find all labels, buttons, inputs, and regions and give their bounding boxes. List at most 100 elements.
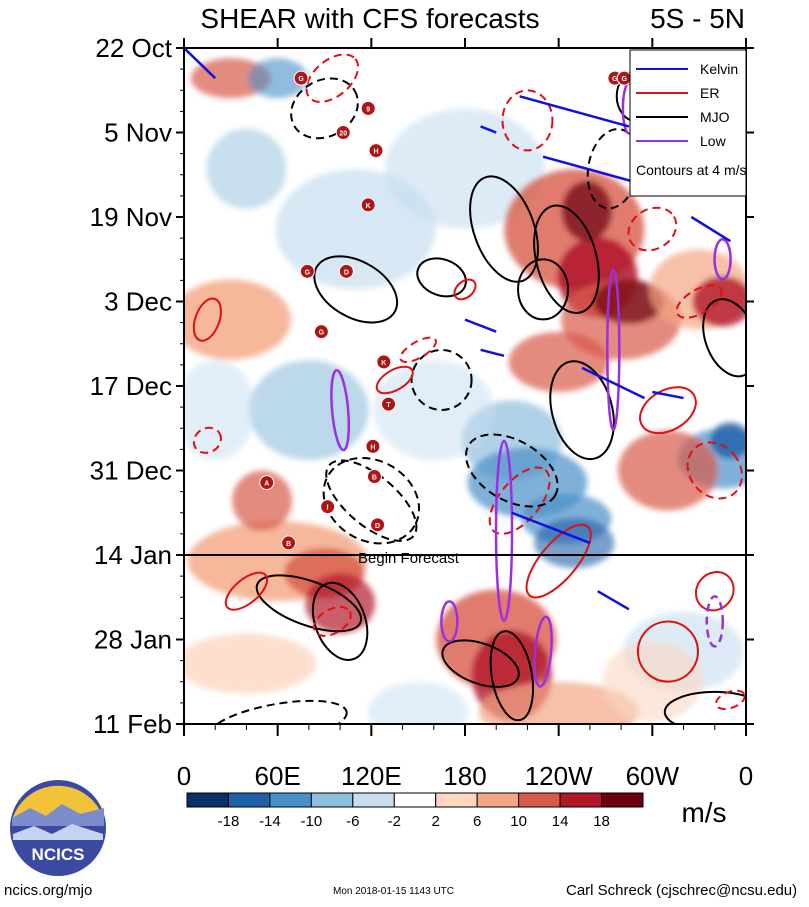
colorbar-tick-label: 10 [510, 813, 527, 830]
cyclone-symbol: K [360, 197, 376, 213]
contour-line [322, 456, 421, 545]
cyclone-label: D [375, 523, 380, 530]
contour-line [489, 630, 535, 722]
colorbar-bin [476, 792, 520, 808]
contour-line [255, 574, 363, 633]
anomaly-blob [478, 681, 639, 724]
contour-line [465, 433, 559, 508]
cyclone-marker [299, 263, 315, 279]
cyclone-symbol: B [366, 469, 382, 485]
cyclone-marker [366, 469, 382, 485]
legend-label-er: ER [700, 85, 719, 101]
anomaly-blob [305, 573, 376, 634]
cyclone-marker [313, 324, 329, 340]
cyclone-label: B [286, 541, 291, 548]
cyclone-marker [360, 100, 376, 116]
anomaly-blob [248, 360, 369, 461]
colorbar-bin [601, 792, 644, 808]
footer-left[interactable]: ncics.org/mjo [4, 882, 93, 899]
cyclone-symbol: A [259, 475, 275, 491]
cyclone-marker [259, 475, 275, 491]
cyclone-symbol: 9 [360, 100, 376, 116]
footer-center: Mon 2018-01-15 1143 UTC [333, 886, 454, 897]
legend-label-kelvin: Kelvin [700, 61, 738, 77]
cyclone-symbol: T [381, 396, 397, 412]
cyclone-label: 9 [366, 106, 370, 113]
cyclone-marker [338, 263, 354, 279]
legend-note: Contours at 4 m/s [636, 162, 747, 178]
x-tick-label: 120E [341, 761, 402, 791]
colorbar-bin [352, 792, 395, 808]
contour-line [192, 426, 222, 454]
anomaly-blob [508, 331, 609, 392]
colorbar-bin [393, 792, 437, 808]
colorbar-bin [186, 792, 229, 808]
colorbar-tick-label: -10 [301, 813, 323, 830]
cyclone-label: G [319, 330, 325, 337]
contour-line [715, 689, 746, 710]
legend-label-mjo: MJO [700, 109, 730, 125]
cyclone-label: I [327, 505, 329, 512]
y-tick-label: 19 Nov [90, 202, 172, 232]
anomaly-blob [593, 279, 664, 324]
y-tick-label: 14 Jan [94, 540, 172, 570]
anomaly-blob [617, 430, 718, 511]
region-label: 5S - 5N [650, 3, 745, 34]
cyclone-label: K [381, 360, 386, 367]
contour-line [525, 523, 592, 599]
legend: Kelvin ER MJO Low Contours at 4 m/s [629, 49, 747, 197]
contour-line [636, 620, 699, 683]
y-tick-label: 17 Dec [90, 371, 172, 401]
contour-line [375, 365, 414, 395]
cyclone-symbol: D [338, 263, 354, 279]
anomaly-blob [184, 360, 256, 461]
contour-line [702, 298, 746, 378]
chart-title: SHEAR with CFS forecasts [200, 3, 539, 34]
contour-line [224, 571, 269, 611]
kelvin-contour [519, 95, 630, 128]
y-tick-label: 28 Jan [94, 625, 172, 655]
anomaly-blob [561, 180, 612, 241]
contour-line [313, 255, 399, 324]
cyclone-label: A [264, 481, 269, 488]
logo-text: NCICS [32, 845, 85, 864]
colorbar-tick-label: -2 [388, 813, 401, 830]
cyclone-label: G [622, 76, 628, 83]
contour-line [675, 284, 723, 319]
colorbar-bin [227, 792, 271, 808]
anomaly-blob [206, 128, 287, 209]
colorbar-bin [310, 792, 354, 808]
anomaly-blob [232, 470, 293, 531]
anomaly-blob [184, 633, 317, 694]
legend-label-low: Low [700, 133, 727, 149]
legend-box [629, 49, 747, 197]
contour-line [399, 336, 437, 363]
cyclone-label: G [305, 269, 311, 276]
cyclone-symbol: G [299, 263, 315, 279]
kelvin-contour [480, 125, 497, 134]
colorbar-tick-label: -18 [218, 813, 240, 830]
y-tick-label: 31 Dec [90, 456, 172, 486]
kelvin-contour [581, 366, 646, 400]
x-tick-label: 60E [255, 761, 301, 791]
contour-line [713, 238, 732, 281]
anomaly-blob [602, 641, 703, 722]
x-tick-label: 180 [443, 761, 486, 791]
cyclone-label: 20 [339, 131, 347, 138]
y-tick-label: 11 Feb [93, 709, 172, 739]
colorbar-tick-label: -6 [346, 813, 359, 830]
cyclone-label: K [366, 203, 371, 210]
cyclone-marker [370, 517, 386, 533]
y-tick-label: 22 Oct [95, 33, 172, 63]
colorbar-tick-label: -14 [259, 813, 281, 830]
x-tick-label: 60W [626, 761, 680, 791]
contour-line [686, 441, 743, 500]
contour-line [501, 89, 554, 152]
colorbar-tick-label: 2 [432, 813, 440, 830]
cyclone-marker [381, 396, 397, 412]
kelvin-contour [511, 511, 591, 545]
colorbar-units: m/s [681, 797, 726, 828]
wave-filter-contours [184, 48, 746, 724]
anomaly-blob [385, 108, 545, 229]
